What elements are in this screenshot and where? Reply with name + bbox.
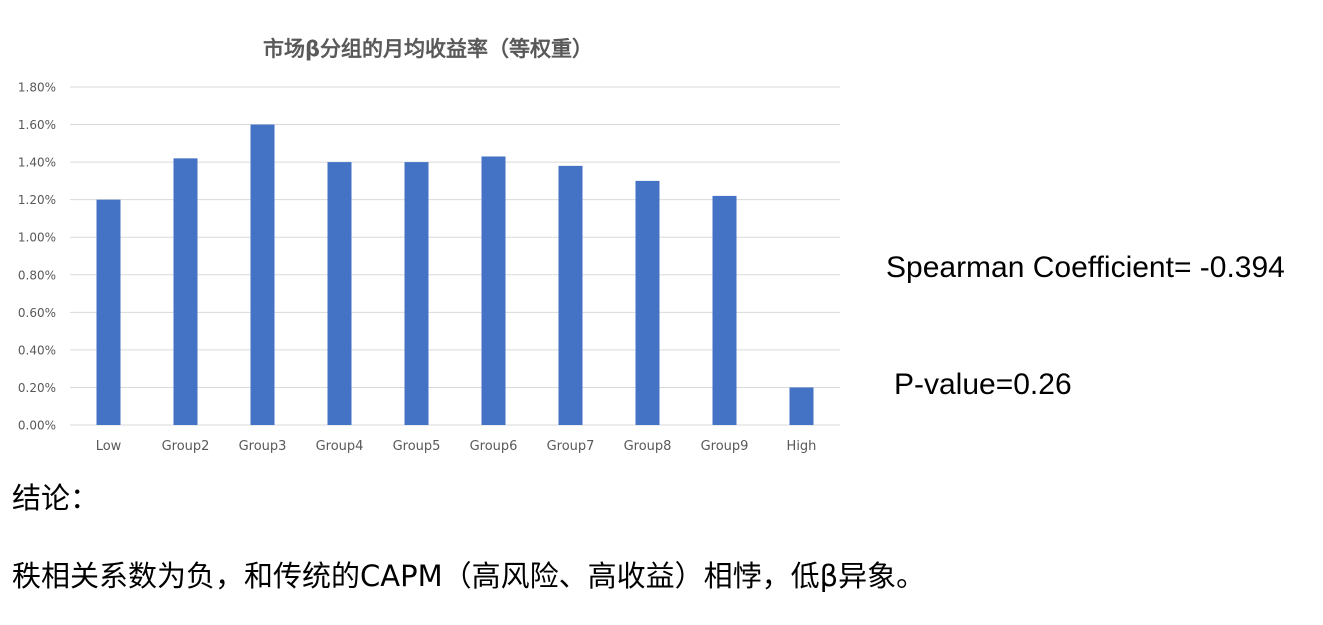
y-tick-label: 1.80% bbox=[18, 81, 56, 95]
spearman-coefficient: Spearman Coefficient= -0.394 bbox=[886, 248, 1285, 287]
bar-group6 bbox=[482, 156, 506, 425]
bar-group2 bbox=[174, 158, 198, 425]
x-tick-label: Group9 bbox=[701, 439, 749, 454]
bar-high bbox=[790, 387, 814, 425]
x-tick-label: High bbox=[787, 439, 817, 454]
chart-svg: 市场β分组的月均收益率（等权重） 0.00% 0.20% 0.40% 0.60% 0.8… bbox=[0, 20, 860, 465]
spearman-stats: Spearman Coefficient= -0.394 P-value=0.2… bbox=[886, 170, 1285, 443]
x-tick-label: Group8 bbox=[624, 439, 672, 454]
x-tick-label: Group6 bbox=[470, 439, 518, 454]
y-tick-label: 0.40% bbox=[18, 343, 56, 357]
x-tick-label: Group3 bbox=[239, 439, 287, 454]
bar-chart: 市场β分组的月均收益率（等权重） 0.00% 0.20% 0.40% 0.60% 0.8… bbox=[0, 20, 860, 465]
bar-group4 bbox=[328, 162, 352, 425]
conclusion-body: 秩相关系数为负，和传统的CAPM（高风险、高收益）相悖，低β异象。 bbox=[12, 556, 925, 596]
conclusion-heading: 结论： bbox=[12, 478, 99, 518]
bar-low bbox=[97, 200, 121, 425]
bar-group8 bbox=[636, 181, 660, 425]
x-tick-label: Group7 bbox=[547, 439, 595, 454]
y-tick-label: 0.00% bbox=[18, 419, 56, 433]
bar-group7 bbox=[559, 166, 583, 425]
x-tick-label: Group5 bbox=[393, 439, 441, 454]
y-tick-label: 0.20% bbox=[18, 381, 56, 395]
y-tick-label: 0.80% bbox=[18, 268, 56, 282]
x-tick-label: Low bbox=[96, 439, 122, 454]
x-axis-ticks: Low Group2 Group3 Group4 Group5 Group6 Group7 G… bbox=[96, 439, 817, 454]
y-tick-label: 1.60% bbox=[18, 118, 56, 132]
x-tick-label: Group4 bbox=[316, 439, 364, 454]
x-tick-label: Group2 bbox=[162, 439, 210, 454]
y-tick-label: 0.60% bbox=[18, 306, 56, 320]
p-value: P-value=0.26 bbox=[886, 365, 1285, 404]
bar-group9 bbox=[713, 196, 737, 425]
y-tick-label: 1.20% bbox=[18, 193, 56, 207]
bar-group5 bbox=[405, 162, 429, 425]
bar-group3 bbox=[251, 125, 275, 425]
chart-title: 市场β分组的月均收益率（等权重） bbox=[263, 37, 593, 61]
y-tick-label: 1.00% bbox=[18, 231, 56, 245]
y-axis-ticks: 0.00% 0.20% 0.40% 0.60% 0.80% 1.00% 1.20% 1.40%… bbox=[18, 81, 56, 433]
y-tick-label: 1.40% bbox=[18, 156, 56, 170]
